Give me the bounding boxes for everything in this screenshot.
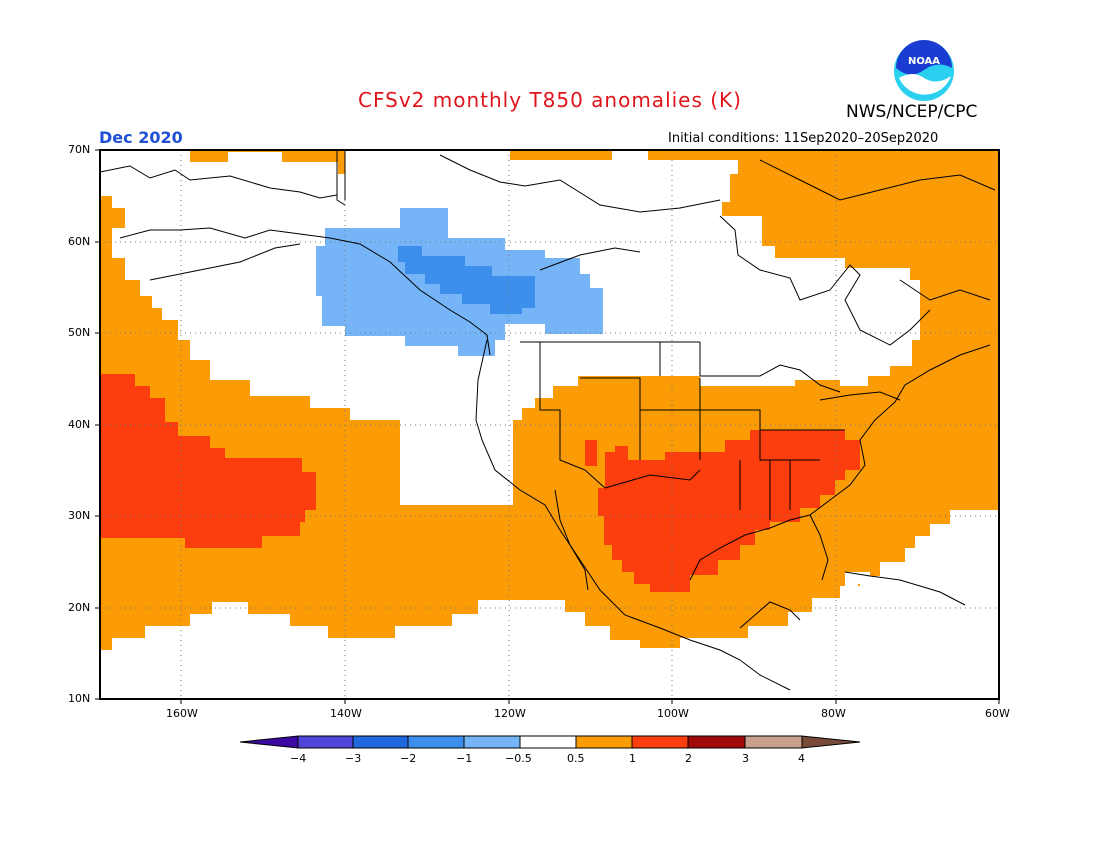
lat-label: 30N	[68, 509, 91, 522]
colorbar-arrow-high	[801, 735, 861, 749]
lat-label: 10N	[68, 692, 91, 705]
colorbar-label: 2	[685, 752, 692, 765]
anomaly-blue-region	[398, 246, 535, 314]
colorbar-label: 1	[629, 752, 636, 765]
agency-label: NWS/NCEP/CPC	[846, 102, 978, 122]
lon-label: 120W	[494, 707, 526, 720]
anomaly-red-region-pacific	[100, 374, 316, 548]
lat-label: 50N	[68, 326, 91, 339]
lat-label: 40N	[68, 418, 91, 431]
svg-text:NOAA: NOAA	[908, 56, 940, 67]
anomaly-white-region-south	[100, 510, 999, 699]
colorbar-swatch	[352, 735, 409, 749]
colorbar-label: −4	[290, 752, 307, 765]
coastlines	[100, 150, 996, 691]
noaa-logo-icon: NOAA	[894, 40, 954, 101]
anomaly-white-patch-gulf	[845, 572, 870, 592]
colorbar-label: 4	[798, 752, 805, 765]
colorbar-label: 3	[742, 752, 749, 765]
colorbar-label: −0.5	[505, 752, 532, 765]
colorbar-label: −3	[345, 752, 362, 765]
colorbar-label: −2	[400, 752, 417, 765]
colorbar-arrow-low	[239, 735, 299, 749]
colorbar-label: −1	[456, 752, 473, 765]
anomaly-white-region-north	[100, 150, 920, 505]
lon-label: 100W	[657, 707, 689, 720]
lat-label: 20N	[68, 601, 91, 614]
lat-label: 60N	[68, 235, 91, 248]
lon-label: 140W	[330, 707, 362, 720]
colorbar-swatch	[575, 735, 633, 749]
colorbar-swatch	[407, 735, 465, 749]
colorbar-label: 0.5	[567, 752, 585, 765]
colorbar-swatch	[297, 735, 354, 749]
lat-label: 70N	[68, 143, 91, 156]
colorbar-swatch	[631, 735, 689, 749]
colorbar-swatch	[519, 735, 577, 749]
colorbar	[239, 735, 861, 749]
colorbar-swatch	[687, 735, 746, 749]
chart-title: CFSv2 monthly T850 anomalies (K)	[358, 88, 742, 112]
valid-month: Dec 2020	[99, 128, 183, 147]
colorbar-swatch	[463, 735, 521, 749]
anomaly-red-region-us	[585, 430, 860, 592]
lon-label: 80W	[821, 707, 846, 720]
lon-label: 160W	[166, 707, 198, 720]
colorbar-swatch	[744, 735, 803, 749]
initial-conditions: Initial conditions: 11Sep2020–20Sep2020	[668, 131, 939, 146]
lon-label: 60W	[985, 707, 1010, 720]
